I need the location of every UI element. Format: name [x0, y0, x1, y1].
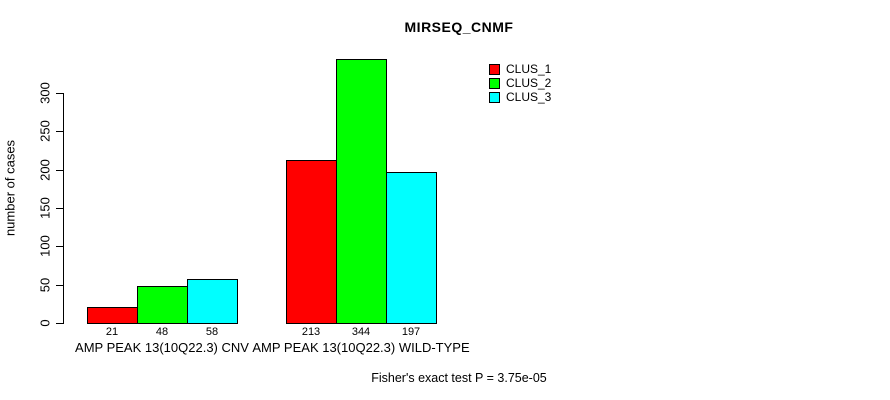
y-tick-label: 100 [37, 235, 53, 257]
chart-title: MIRSEQ_CNMF [404, 19, 514, 35]
y-tick-label: 250 [37, 120, 53, 142]
y-tick [56, 170, 63, 171]
y-tick [56, 285, 63, 286]
legend-item-clus_2: CLUS_2 [489, 76, 551, 90]
legend-label: CLUS_1 [506, 62, 552, 76]
bar-value-label: 21 [105, 326, 119, 338]
bar-clus_3-group2 [386, 172, 437, 324]
legend-label: CLUS_2 [506, 76, 552, 90]
bar-clus_3-group1 [187, 279, 238, 324]
legend-item-clus_1: CLUS_1 [489, 62, 551, 76]
y-tick-label: 50 [37, 277, 53, 293]
legend-swatch-clus_1 [489, 63, 500, 75]
y-tick [56, 93, 63, 94]
bar-value-label: 48 [155, 326, 169, 338]
y-tick-label: 0 [37, 319, 53, 327]
y-axis-line [63, 93, 64, 324]
y-tick-label: 200 [37, 159, 53, 181]
y-tick-label: 150 [37, 197, 53, 219]
bar-value-label: 344 [351, 326, 371, 338]
bar-value-label: 197 [401, 326, 421, 338]
legend-swatch-clus_2 [489, 77, 500, 89]
y-tick-label: 300 [37, 82, 53, 104]
x-category-label: AMP PEAK 13(10Q22.3) WILD-TYPE [252, 340, 470, 355]
bar-clus_1-group2 [286, 160, 337, 324]
bar-value-label: 213 [301, 326, 321, 338]
bar-clus_1-group1 [87, 307, 138, 324]
legend-label: CLUS_3 [506, 90, 552, 104]
x-category-label: AMP PEAK 13(10Q22.3) CNV [75, 340, 249, 355]
footer-annotation: Fisher's exact test P = 3.75e-05 [371, 371, 547, 385]
bar-value-label: 58 [205, 326, 219, 338]
bar-clus_2-group2 [336, 59, 387, 324]
legend: CLUS_1 CLUS_2 CLUS_3 [489, 62, 551, 104]
y-tick [56, 246, 63, 247]
y-tick [56, 131, 63, 132]
bar-clus_2-group1 [137, 286, 188, 324]
legend-swatch-clus_3 [489, 91, 500, 103]
legend-item-clus_3: CLUS_3 [489, 90, 551, 104]
y-tick [56, 323, 63, 324]
y-tick [56, 208, 63, 209]
